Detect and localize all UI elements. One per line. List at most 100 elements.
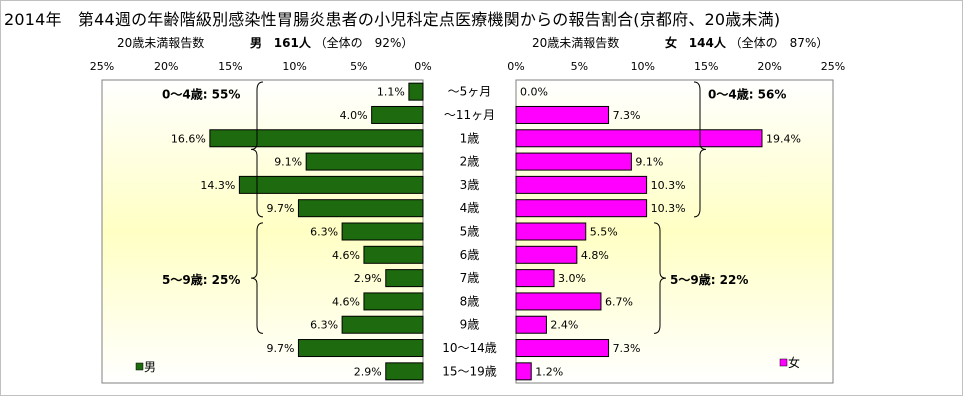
male-data-label: 4.6% (332, 249, 360, 262)
male-bar (341, 222, 424, 241)
male-bar (209, 129, 424, 148)
male-x-tick-label: 10% (282, 60, 306, 73)
male-bar (297, 199, 424, 218)
male-bar (341, 315, 424, 334)
age-category-label: 3歳 (460, 178, 480, 192)
age-category-label: 15～19歳 (442, 364, 497, 378)
female-x-tick-label: 10% (631, 60, 655, 73)
age-category-label: 8歳 (460, 294, 480, 308)
male-data-label: 9.7% (266, 342, 294, 355)
male-5-9-summary: 5～9歳: 25% (162, 272, 240, 287)
male-x-tick-label: 15% (218, 60, 242, 73)
male-header-sex: 男 (249, 36, 262, 50)
male-bar (305, 152, 424, 171)
female-data-label: 3.0% (558, 272, 586, 285)
age-category-label: 7歳 (460, 271, 480, 285)
female-data-label: 10.3% (651, 179, 686, 192)
male-legend-label: 男 (144, 360, 156, 374)
male-legend-swatch (135, 362, 144, 371)
female-bar (515, 199, 648, 218)
male-x-tick-label: 5% (350, 60, 367, 73)
male-x-tick-label: 25% (90, 60, 114, 73)
female-data-label: 7.3% (613, 109, 641, 122)
female-x-tick-label: 0% (507, 60, 524, 73)
female-data-label: 10.3% (651, 202, 686, 215)
female-x-tick-label: 25% (821, 60, 845, 73)
male-data-label: 16.6% (171, 132, 206, 145)
male-bar (238, 175, 424, 194)
male-data-label: 2.9% (354, 272, 382, 285)
female-bar (515, 339, 610, 358)
female-bar (515, 315, 547, 334)
chart-title: 2014年 第44週の年齢階級別感染性胃腸炎患者の小児科定点医療機関からの報告割… (4, 10, 781, 29)
age-category-label: 6歳 (460, 248, 480, 262)
male-bar (297, 339, 424, 358)
female-0-4-bracket (693, 81, 707, 218)
female-x-tick-label: 5% (571, 60, 588, 73)
male-header-count: 161人 (273, 36, 311, 50)
female-bar (515, 245, 578, 264)
male-data-label: 4.6% (332, 295, 360, 308)
female-x-tick-label: 20% (757, 60, 781, 73)
male-header-caption: 20歳未満報告数 (117, 36, 205, 50)
male-bar (385, 269, 424, 288)
age-category-label: ～11ヶ月 (444, 108, 495, 122)
female-data-label: 9.1% (635, 156, 663, 169)
male-bar (385, 362, 424, 381)
female-header-count: 144人 (688, 36, 726, 50)
female-0-4-summary: 0～4歳: 56% (708, 86, 786, 101)
female-bar (515, 269, 555, 288)
female-header: 20歳未満報告数 女 144人 （全体の 87%） (532, 34, 828, 51)
female-bar (515, 175, 648, 194)
female-data-label: 0.0% (520, 86, 548, 99)
male-data-label: 2.9% (354, 365, 382, 378)
female-bar (515, 129, 763, 148)
female-data-label: 4.8% (581, 249, 609, 262)
age-category-label: 4歳 (460, 201, 480, 215)
female-x-tick-label: 15% (694, 60, 718, 73)
female-bar (515, 152, 632, 171)
female-data-label: 5.5% (590, 226, 618, 239)
female-header-ratio: （全体の 87%） (729, 36, 829, 50)
age-category-label: 2歳 (460, 155, 480, 169)
male-bar (363, 245, 424, 264)
age-category-label: 10～14歳 (442, 341, 497, 355)
male-data-label: 14.3% (200, 179, 235, 192)
male-data-label: 9.1% (274, 156, 302, 169)
male-bar (408, 82, 424, 101)
age-category-label: 9歳 (460, 318, 480, 332)
male-data-label: 1.1% (377, 86, 405, 99)
female-legend-label: 女 (788, 355, 800, 370)
male-5-9-bracket (250, 222, 264, 334)
chart-border (0, 0, 963, 396)
male-header-ratio: （全体の 92%） (314, 36, 414, 50)
male-x-tick-label: 0% (414, 60, 431, 73)
female-bar (515, 362, 532, 381)
female-data-label: 2.4% (550, 319, 578, 332)
female-header-caption: 20歳未満報告数 (532, 36, 620, 50)
female-bar (515, 105, 610, 124)
male-0-4-bracket (250, 81, 264, 218)
age-category-label: ～5ヶ月 (448, 85, 492, 99)
male-data-label: 6.3% (310, 226, 338, 239)
male-bar (363, 292, 424, 311)
male-x-tick-label: 20% (154, 60, 178, 73)
female-data-label: 19.4% (766, 132, 801, 145)
male-data-label: 6.3% (310, 319, 338, 332)
female-5-9-bracket (653, 222, 667, 334)
female-data-label: 7.3% (613, 342, 641, 355)
male-data-label: 9.7% (266, 202, 294, 215)
age-category-label: 5歳 (460, 225, 480, 239)
female-5-9-summary: 5～9歳: 22% (670, 272, 748, 287)
female-legend-swatch (779, 358, 788, 367)
female-header-sex: 女 (664, 36, 677, 50)
female-bar (515, 222, 587, 241)
male-0-4-summary: 0～4歳: 55% (162, 86, 240, 101)
female-data-label: 1.2% (535, 365, 563, 378)
female-bar (515, 292, 602, 311)
age-category-label: 1歳 (460, 131, 480, 145)
male-bar (371, 105, 424, 124)
female-data-label: 6.7% (605, 295, 633, 308)
male-header: 20歳未満報告数 男 161人 （全体の 92%） (117, 34, 413, 51)
